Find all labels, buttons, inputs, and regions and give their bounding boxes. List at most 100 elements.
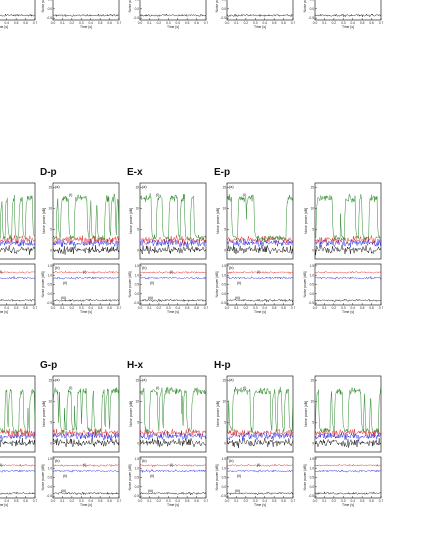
series-ii-bottom (0, 463, 36, 467)
bottom-axis-ytick-label: -0.5 (221, 16, 227, 20)
top-axis-ytick-label: 0 (137, 442, 139, 446)
bottom-axis-ytick-label: -0.5 (47, 301, 53, 305)
series-i-top (139, 193, 207, 241)
bottom-axis-frame (0, 263, 36, 306)
bottom-axis-ytick-label: 0.0 (48, 485, 53, 489)
top-axis-ytick-label: 5 (312, 421, 314, 425)
bottom-series-label-iii: (ii) (237, 281, 242, 285)
series-iii-bottom (226, 276, 294, 280)
bottom-axis-xtick-label: 0.3 (253, 21, 258, 25)
bottom-axis-xtick-label: 0.6 (281, 499, 286, 503)
bottom-axis-ytick-label: 0.5 (135, 476, 140, 480)
series-i-top (314, 193, 382, 241)
bottom-axis-xtick-label: 0.2 (332, 21, 337, 25)
bottom-ylabel: Noise power [dB] (41, 0, 45, 12)
top-axis-frame (139, 375, 207, 453)
series-ii-bottom (52, 464, 120, 468)
bottom-axis-xtick-label: 0.5 (98, 306, 103, 310)
bottom-xlabel: Time [s] (167, 25, 179, 29)
bottom-xlabel: Time [s] (80, 503, 92, 507)
series-ii-top (226, 428, 294, 438)
series-i-top (0, 389, 36, 434)
bottom-axis-xtick-label: 0.0 (313, 306, 318, 310)
bottom-axis-xtick-label: 0.7 (204, 21, 209, 25)
panel-title: E-x (127, 167, 143, 178)
bottom-axis-xtick-label: 0.6 (107, 306, 112, 310)
series-ii-bottom (139, 463, 207, 468)
bottom-axis-ytick-label: 0.0 (310, 292, 315, 296)
bottom-axis-ytick-label: -0.5 (47, 16, 53, 20)
bottom-xlabel: Time [s] (0, 310, 8, 314)
bottom-axis-ytick-label: 1.0 (310, 273, 315, 277)
bottom-axis-ytick-label: 0.0 (222, 485, 227, 489)
bottom-axis-xtick-label: 0.7 (379, 499, 384, 503)
top-axis-ytick-label: 5 (50, 421, 52, 425)
bottom-axis-xtick-label: 0.2 (70, 499, 75, 503)
top-axis-ytick-label: 0 (224, 442, 226, 446)
bottom-axis-xtick-label: 0.7 (291, 306, 296, 310)
series-iv-top (0, 245, 36, 255)
series-iii-top (52, 238, 120, 248)
bottom-axis-xtick-label: 0.2 (157, 21, 162, 25)
bottom-axis-xtick-label: 0.6 (369, 499, 374, 503)
bottom-axis-xtick-label: 0.5 (185, 306, 190, 310)
top-axis-ytick-label: 10 (48, 206, 52, 210)
bottom-axis-xtick-label: 0.7 (117, 499, 122, 503)
top-panel-letter: (a) (229, 185, 234, 189)
bottom-axis-xtick-label: 0.6 (23, 306, 28, 310)
bottom-axis-xtick-label: 0.6 (107, 499, 112, 503)
bottom-series-label-iv: (iii) (235, 489, 241, 493)
top-axis-ytick-label: 0 (50, 249, 52, 253)
bottom-axis-xtick-label: 0.0 (138, 306, 143, 310)
bottom-axis-ytick-label: 1.5 (48, 457, 53, 461)
bottom-axis-xtick-label: 0.4 (350, 499, 355, 503)
bottom-axis-xtick-label: 0.4 (175, 499, 180, 503)
bottom-axis-xtick-label: 0.0 (225, 21, 230, 25)
bottom-xlabel: Time [s] (254, 310, 266, 314)
top-axis-ytick-label: 5 (224, 228, 226, 232)
bottom-axis-xtick-label: 0.0 (138, 21, 143, 25)
top-axis-frame (139, 182, 207, 260)
top-axis-ytick-label: 0 (312, 249, 314, 253)
bottom-axis-xtick-label: 0.4 (88, 499, 93, 503)
bottom-axis-ytick-label: 0.0 (48, 292, 53, 296)
bottom-axis-ytick-label: -0.5 (47, 494, 53, 498)
top-axis-frame (52, 182, 120, 260)
bottom-series-label-iv: (iii) (61, 296, 67, 300)
bottom-axis-ytick-label: -0.5 (221, 301, 227, 305)
series-iv-top (52, 245, 120, 255)
bottom-xlabel: Time [s] (80, 25, 92, 29)
bottom-axis-ytick-label: 1.0 (135, 466, 140, 470)
top-axis-ytick-label: 15 (222, 185, 226, 189)
bottom-axis-xtick-label: 0.4 (175, 21, 180, 25)
bottom-axis-xtick-label: 0.4 (262, 21, 267, 25)
series-iii-bottom (314, 275, 382, 280)
bottom-axis-xtick-label: 0.2 (244, 21, 249, 25)
panel-title: E-p (214, 167, 230, 178)
top-axis-ytick-label: 10 (310, 399, 314, 403)
bottom-axis-xtick-label: 0.4 (350, 21, 355, 25)
bottom-axis-xtick-label: 0.2 (244, 499, 249, 503)
bottom-ylabel: Noise power [dB] (303, 465, 307, 491)
bottom-axis-xtick-label: 0.3 (166, 306, 171, 310)
series-iii-bottom (52, 469, 120, 473)
bottom-axis-ytick-label: 0.5 (310, 283, 315, 287)
panel-title: H-x (127, 360, 144, 371)
bottom-panel-letter: (b) (55, 459, 60, 463)
bottom-ylabel: Noise power [dB] (41, 272, 45, 298)
bottom-axis-ytick-label: 1.0 (310, 466, 315, 470)
series-iv-top (139, 244, 207, 255)
bottom-axis-ytick-label: 0.5 (222, 476, 227, 480)
series-i-top (226, 194, 294, 242)
top-ylabel: Noise power [dB] (42, 401, 46, 427)
bottom-series-label-ii: (i) (257, 270, 261, 274)
series-iii-bottom (139, 276, 207, 280)
bottom-axis-xtick-label: 0.3 (341, 306, 346, 310)
